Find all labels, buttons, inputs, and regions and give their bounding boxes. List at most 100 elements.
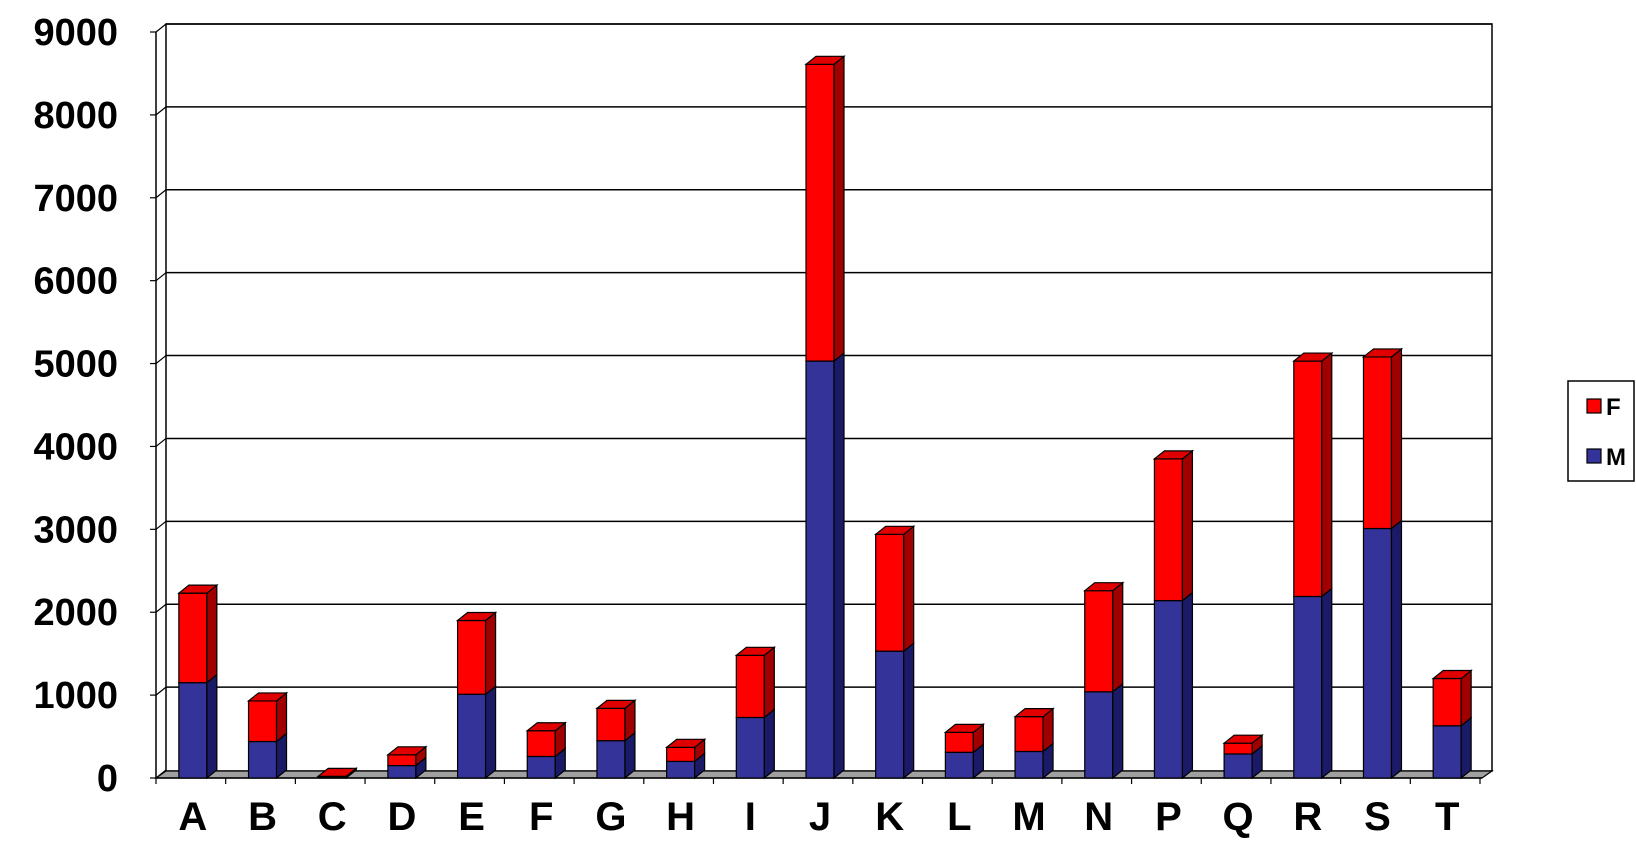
bar-f-I <box>735 654 765 719</box>
x-tick-label-R: R <box>1293 795 1322 839</box>
bar-m-M <box>1014 750 1044 779</box>
side-wall-gridline <box>155 437 167 447</box>
y-tick-label: 9000 <box>33 12 118 54</box>
x-tick-label-N: N <box>1084 795 1113 839</box>
bar-side-f-P <box>1181 449 1194 602</box>
bar-f-L <box>944 731 974 753</box>
bar-m-B <box>247 740 278 779</box>
bar-top-f-J <box>804 55 846 65</box>
bar-side-m-R <box>1321 587 1333 780</box>
bar-top-f-K <box>873 525 916 535</box>
bar-m-D <box>387 764 417 779</box>
bar-side-m-S <box>1390 519 1403 780</box>
bar-side-m-J <box>833 351 845 780</box>
bar-side-m-T <box>1460 716 1472 780</box>
bar-m-H <box>666 760 696 779</box>
x-tick-label-M: M <box>1012 795 1045 839</box>
bar-side-f-T <box>1460 669 1472 728</box>
side-wall-gridline <box>155 603 167 613</box>
y-tick-label: 0 <box>97 758 118 800</box>
legend-swatch-m <box>1586 448 1602 464</box>
bar-m-J <box>805 360 835 779</box>
bar-m-K <box>875 650 905 779</box>
bar-top-f-T <box>1431 669 1473 680</box>
y-tick-label: 4000 <box>33 426 118 468</box>
y-tick-label: 2000 <box>33 592 118 634</box>
bar-top-f-H <box>664 738 707 748</box>
x-tick-label-B: B <box>248 795 277 839</box>
bar-top-f-S <box>1361 348 1404 358</box>
bar-side-f-I <box>763 646 775 719</box>
side-wall-gridline <box>155 686 167 696</box>
bar-side-f-S <box>1390 347 1403 530</box>
side-wall-gridline <box>155 520 167 530</box>
y-tick-label: 8000 <box>33 95 118 137</box>
x-tick-label-G: G <box>595 795 626 839</box>
legend-label-f: F <box>1606 394 1621 421</box>
bar-side-f-K <box>903 525 915 653</box>
bar-side-m-I <box>763 708 775 780</box>
x-tick-label-C: C <box>318 795 347 839</box>
x-tick-label-T: T <box>1435 795 1459 839</box>
bar-top-f-G <box>595 699 637 709</box>
bar-m-R <box>1293 595 1323 779</box>
bar-f-D <box>387 754 417 767</box>
y-tick-label: 5000 <box>33 344 118 386</box>
bar-top-f-B <box>246 692 289 702</box>
bar-side-f-R <box>1321 351 1333 598</box>
bar-m-A <box>178 682 208 779</box>
bar-m-Q <box>1223 753 1253 779</box>
y-tick-label: 3000 <box>33 509 118 551</box>
bar-side-m-P <box>1181 591 1194 780</box>
side-wall-gridline <box>155 23 167 33</box>
bar-top-f-E <box>455 611 498 622</box>
bar-top-f-F <box>525 722 567 732</box>
bar-f-H <box>666 746 696 763</box>
side-wall-gridline <box>155 106 167 116</box>
bar-f-A <box>178 592 208 684</box>
x-tick-label-Q: Q <box>1223 795 1254 839</box>
bar-top-f-C <box>316 767 358 777</box>
bar-f-J <box>805 63 835 362</box>
y-tick-label: 1000 <box>33 675 118 717</box>
bar-m-N <box>1084 691 1114 779</box>
bar-m-G <box>596 740 626 779</box>
legend-label-m: M <box>1606 444 1626 471</box>
bar-side-f-J <box>833 55 845 363</box>
bar-side-f-A <box>206 583 218 684</box>
side-wall-gridline <box>155 272 167 282</box>
x-tick-label-I: I <box>745 795 756 839</box>
x-tick-label-D: D <box>387 795 416 839</box>
legend-swatch-f <box>1586 398 1602 414</box>
x-tick-label-E: E <box>458 795 485 839</box>
bar-f-S <box>1362 356 1393 530</box>
bar-f-F <box>526 730 556 758</box>
bar-side-f-E <box>484 611 497 696</box>
bar-m-P <box>1153 600 1184 779</box>
bar-m-F <box>526 755 556 779</box>
x-tick-label-K: K <box>875 795 904 839</box>
bar-m-I <box>735 716 765 779</box>
bar-top-f-R <box>1292 352 1334 362</box>
bar-side-m-K <box>903 641 915 780</box>
bar-f-K <box>875 533 905 652</box>
bar-side-m-N <box>1112 682 1124 780</box>
bar-top-f-I <box>734 646 777 656</box>
side-wall-gridline <box>155 189 167 199</box>
y-tick-label: 6000 <box>33 261 118 303</box>
bar-top-f-N <box>1083 582 1125 592</box>
bar-f-E <box>456 619 487 695</box>
bar-side-f-N <box>1112 581 1124 694</box>
bar-f-N <box>1084 590 1114 693</box>
x-tick-label-H: H <box>666 795 695 839</box>
x-tick-label-A: A <box>178 795 207 839</box>
legend-box <box>1567 380 1635 482</box>
bar-m-T <box>1432 725 1462 779</box>
side-wall-gridline <box>155 355 167 365</box>
bar-top-f-L <box>943 723 986 734</box>
bar-top-f-M <box>1013 708 1055 718</box>
x-tick-label-S: S <box>1364 795 1391 839</box>
bar-f-B <box>247 700 278 743</box>
